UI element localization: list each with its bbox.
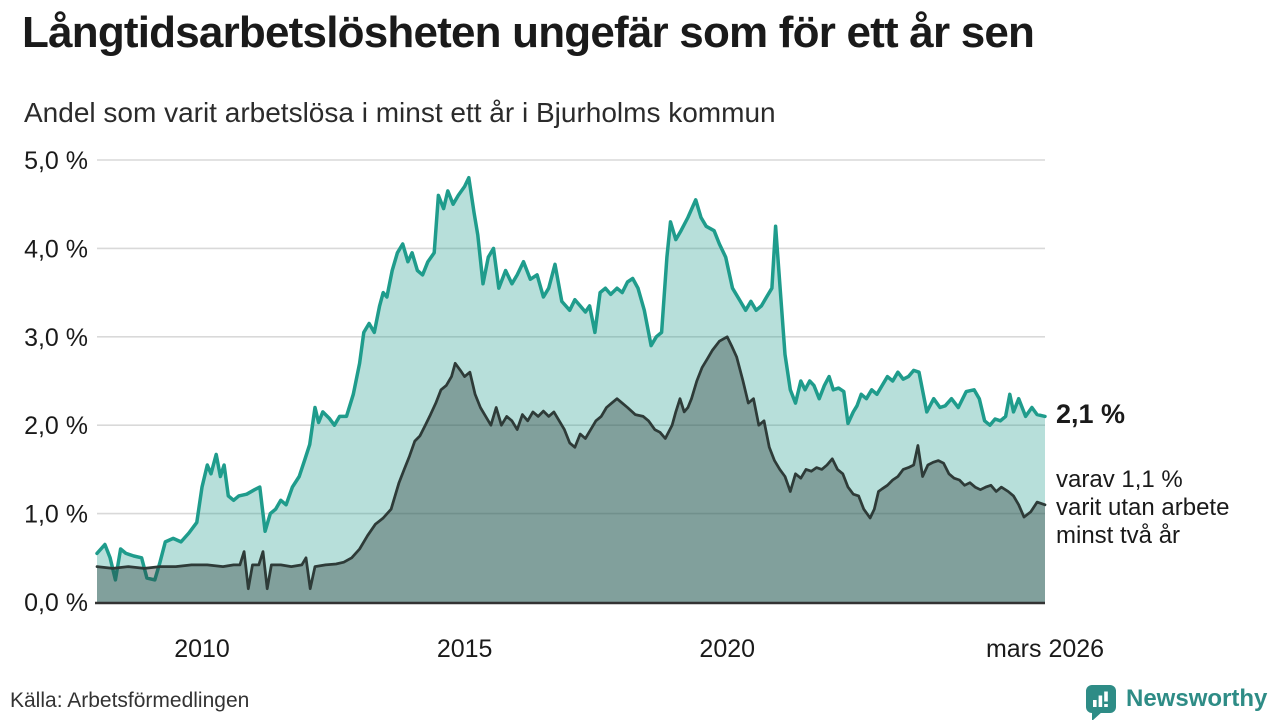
newsworthy-bubble-chart-icon: [1085, 684, 1117, 720]
y-tick-label: 5,0 %: [24, 147, 88, 175]
x-tick-label: 2015: [437, 635, 493, 663]
y-tick-label: 3,0 %: [24, 324, 88, 352]
page-title: Långtidsarbetslösheten ungefär som för e…: [22, 8, 1035, 57]
latest-value-label: 2,1 %: [1056, 399, 1126, 429]
y-tick-label: 0,0 %: [24, 589, 88, 617]
annotation-line-3: minst två år: [1056, 522, 1181, 549]
series-line-1: [95, 175, 1047, 582]
x-tick-label: 2010: [174, 635, 230, 663]
newsworthy-wordmark: Newsworthy: [1126, 685, 1268, 712]
newsworthy-logo: Newsworthy: [1085, 684, 1267, 720]
chart-svg: 5,0 % 4,0 % 3,0 % 2,0 % 1,0 % 0,0 % 2010 2015 20…: [24, 147, 1104, 663]
annotation-line-2: varit utan arbete: [1056, 494, 1230, 521]
x-tick-label: 2020: [699, 635, 755, 663]
x-tick-label: mars 2026: [986, 635, 1104, 663]
annotation-detail: varav 1,1 % varit utan arbete minst två …: [1056, 466, 1229, 550]
chart-subtitle: Andel som varit arbetslösa i minst ett å…: [24, 97, 776, 128]
source-attribution: Källa: Arbetsförmedlingen: [10, 689, 250, 712]
annotation-line-1: varav 1,1 %: [1056, 466, 1183, 493]
y-tick-label: 1,0 %: [24, 501, 88, 529]
y-tick-label: 4,0 %: [24, 235, 88, 263]
series-area-1: [97, 177, 1045, 602]
chart-area: 5,0 % 4,0 % 3,0 % 2,0 % 1,0 % 0,0 % 2010 2015 20…: [0, 140, 1280, 680]
y-tick-label: 2,0 %: [24, 412, 88, 440]
series-area-2: [97, 336, 1045, 602]
series-line-2: [95, 335, 1047, 591]
